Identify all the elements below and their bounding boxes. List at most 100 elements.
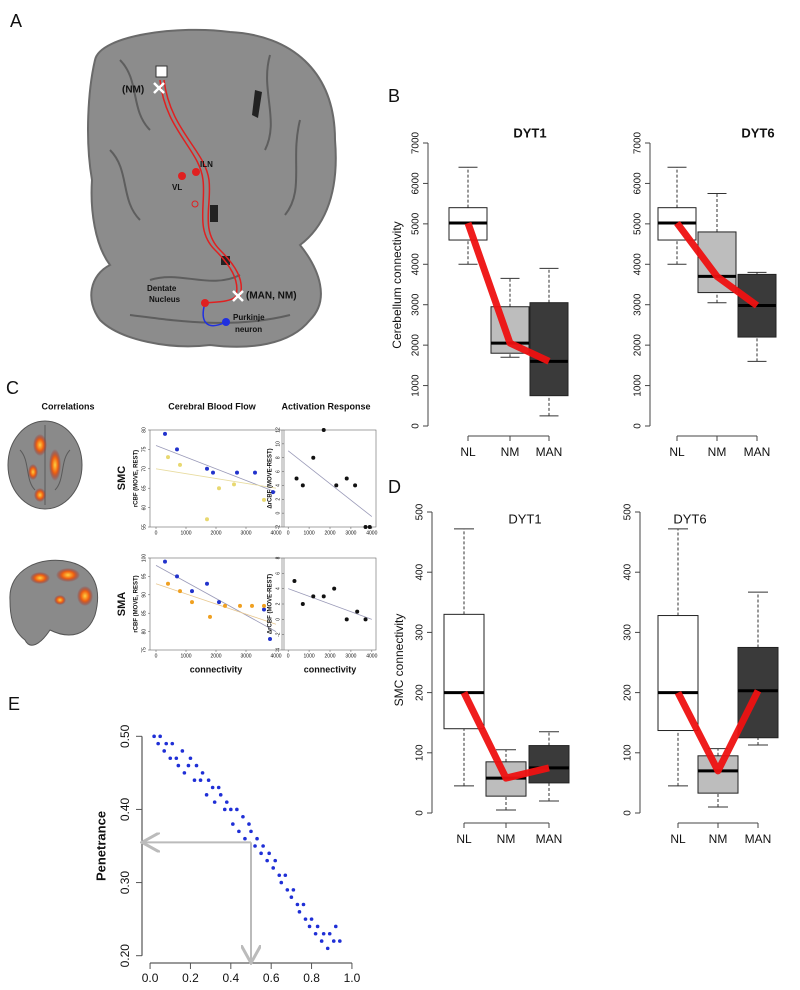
- point: [152, 734, 156, 739]
- x-tick-label: 3000: [345, 530, 356, 536]
- y-tick-label: 7000: [633, 131, 644, 154]
- brain-label: VL: [172, 183, 182, 192]
- point: [156, 741, 160, 746]
- y-tick-label: 3000: [411, 293, 422, 316]
- point: [277, 873, 282, 878]
- x-tick-label: 0.6: [263, 971, 280, 985]
- x-tick-label: NM: [501, 445, 520, 459]
- y-tick-label: 0: [411, 423, 422, 429]
- point: [174, 756, 179, 761]
- point: [200, 771, 205, 775]
- y-tick-label: 85: [141, 610, 147, 616]
- point: [332, 586, 337, 591]
- brain-label: Dentate: [147, 284, 177, 293]
- point: [216, 785, 221, 790]
- point: [363, 525, 368, 529]
- point: [175, 447, 179, 452]
- point: [363, 617, 368, 622]
- point: [208, 614, 212, 619]
- point: [243, 836, 247, 841]
- y-tick-label: 100: [141, 554, 147, 563]
- x-tick-label: 4000: [366, 653, 377, 659]
- point: [224, 800, 229, 804]
- point: [238, 603, 242, 608]
- point: [301, 902, 306, 907]
- panel-label: C: [6, 378, 19, 398]
- point: [271, 866, 276, 870]
- row-label: SMA: [116, 592, 128, 617]
- point: [355, 609, 360, 614]
- y-tick-label: 0.50: [118, 724, 132, 748]
- x-tick-label: 0.8: [303, 971, 320, 985]
- point: [283, 873, 288, 878]
- y-tick-label: 300: [623, 624, 634, 641]
- point: [311, 594, 316, 599]
- point: [262, 497, 266, 502]
- y-tick-label: 5000: [633, 212, 644, 235]
- fit-line: [287, 450, 373, 517]
- y-tick-label: -4: [275, 648, 281, 653]
- column-header: Correlations: [41, 401, 94, 411]
- y-tick-label: 5000: [411, 212, 422, 235]
- brain-sagittal: [9, 559, 99, 646]
- point: [273, 858, 278, 863]
- point: [210, 785, 215, 790]
- brain-label: ILN: [200, 160, 213, 169]
- y-tick-label: 400: [415, 563, 426, 580]
- brain-coronal: [87, 28, 337, 348]
- median-trend: [460, 691, 550, 782]
- x-tick-label: MAN: [744, 445, 771, 459]
- y-tick-label: 0: [633, 423, 644, 429]
- point: [300, 602, 305, 606]
- point: [325, 946, 330, 951]
- point: [163, 559, 167, 564]
- point: [182, 771, 187, 775]
- x-tick-label: 4000: [270, 530, 281, 536]
- x-tick-label: 0.0: [142, 971, 159, 985]
- box: [443, 613, 485, 730]
- panel-label: A: [10, 11, 22, 31]
- point: [180, 749, 185, 753]
- point: [327, 931, 332, 936]
- point: [253, 844, 257, 848]
- x-axis-label: connectivity: [190, 664, 243, 674]
- point: [206, 778, 211, 782]
- x-tick-label: 4000: [270, 653, 281, 659]
- y-tick-label: 7000: [411, 131, 422, 154]
- fit-line: [155, 468, 277, 489]
- point: [218, 793, 223, 797]
- point: [235, 470, 239, 475]
- x-tick-label: NL: [670, 832, 686, 846]
- x-tick-label: 0: [155, 653, 158, 659]
- point: [175, 574, 179, 579]
- y-tick-label: 70: [141, 466, 147, 472]
- y-tick-label: 500: [415, 503, 426, 520]
- point: [353, 483, 358, 488]
- y-tick-label: -2: [275, 632, 281, 637]
- panel-label: D: [388, 477, 401, 497]
- point: [334, 483, 339, 488]
- y-tick-label: 2: [275, 602, 281, 605]
- point: [204, 793, 209, 797]
- point: [190, 589, 194, 594]
- y-tick-label: 2000: [633, 334, 644, 357]
- x-tick-label: 2000: [324, 530, 335, 536]
- point: [294, 476, 299, 481]
- point: [205, 466, 209, 471]
- point: [232, 482, 236, 487]
- box: [528, 745, 570, 784]
- x-tick-label: 2000: [210, 530, 221, 536]
- brain-label: neuron: [235, 325, 262, 334]
- column-header: Activation Response: [281, 401, 370, 411]
- point: [262, 607, 266, 612]
- y-tick-label: 2000: [411, 334, 422, 357]
- y-tick-label: 6000: [411, 172, 422, 195]
- brain-label: (NM): [122, 85, 144, 96]
- point: [168, 756, 173, 761]
- x-tick-label: NM: [497, 832, 516, 846]
- point: [194, 763, 199, 768]
- box: [697, 755, 739, 794]
- point: [163, 431, 167, 436]
- y-axis-label: Penetrance: [93, 811, 108, 881]
- y-tick-label: 0.30: [118, 871, 132, 895]
